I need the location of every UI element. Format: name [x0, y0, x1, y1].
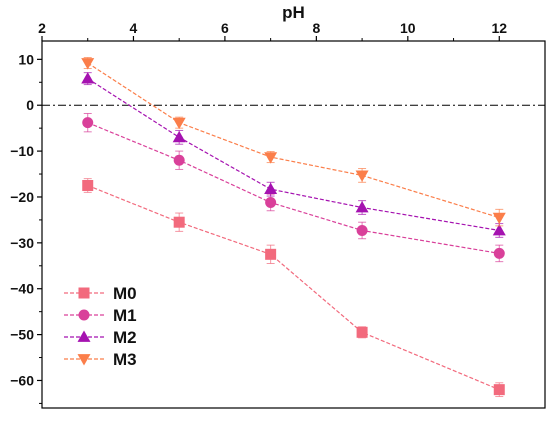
series-m1 [82, 112, 505, 263]
legend-label: M0 [113, 284, 137, 303]
y-tick-label: 10 [18, 51, 34, 67]
x-axis-title: pH [282, 3, 305, 22]
y-tick-label: −40 [10, 281, 34, 297]
series-line [87, 78, 500, 232]
y-tick-label: −60 [10, 372, 34, 388]
series-m2 [81, 72, 506, 238]
data-point [82, 117, 94, 129]
data-point [81, 58, 95, 70]
legend-marker [77, 330, 91, 342]
legend-label: M1 [113, 306, 137, 325]
data-point [81, 72, 95, 84]
data-point [493, 384, 505, 396]
data-point [356, 224, 368, 236]
x-tick-label: 10 [400, 20, 416, 36]
legend-item-m1: M1 [64, 306, 137, 325]
legend-marker [77, 354, 91, 366]
series-m0 [82, 178, 505, 398]
legend-item-m2: M2 [64, 328, 137, 347]
data-point [355, 201, 369, 213]
y-axis: 10 0 −10 −20 −30 −40 −50 −60 [10, 51, 42, 404]
legend-item-m3: M3 [64, 350, 137, 369]
data-point [173, 154, 185, 166]
series-line [87, 62, 500, 219]
legend-marker [78, 287, 90, 299]
data-point [172, 130, 186, 143]
series-line [87, 184, 500, 391]
data-point [492, 212, 506, 225]
data-point [355, 170, 369, 182]
legend-item-m0: M0 [64, 284, 137, 303]
data-point [82, 180, 94, 192]
data-point [264, 152, 278, 164]
legend-marker [78, 309, 90, 321]
x-axis: 2 4 6 8 10 12 [38, 20, 507, 41]
data-point [173, 216, 185, 228]
data-point [493, 247, 505, 259]
data-point [265, 248, 277, 260]
data-point [356, 326, 368, 338]
x-tick-label: 8 [312, 20, 320, 36]
data-point [264, 182, 278, 195]
legend-label: M3 [113, 350, 137, 369]
series-group [81, 57, 506, 398]
series-m3 [81, 57, 506, 227]
x-tick-label: 6 [221, 20, 229, 36]
y-tick-label: −30 [10, 235, 34, 251]
plot-frame [41, 40, 546, 409]
x-tick-label: 12 [491, 20, 507, 36]
y-tick-label: −10 [10, 143, 34, 159]
series-line [87, 122, 500, 254]
x-tick-label: 2 [38, 20, 46, 36]
y-tick-label: −20 [10, 189, 34, 205]
x-tick-label: 4 [130, 20, 138, 36]
data-point [492, 223, 506, 236]
legend: M0 M1 M2 M3 [64, 284, 137, 369]
y-tick-label: −50 [10, 327, 34, 343]
data-point [172, 117, 186, 130]
data-point [265, 196, 277, 208]
y-tick-label: 0 [26, 97, 34, 113]
legend-label: M2 [113, 328, 137, 347]
